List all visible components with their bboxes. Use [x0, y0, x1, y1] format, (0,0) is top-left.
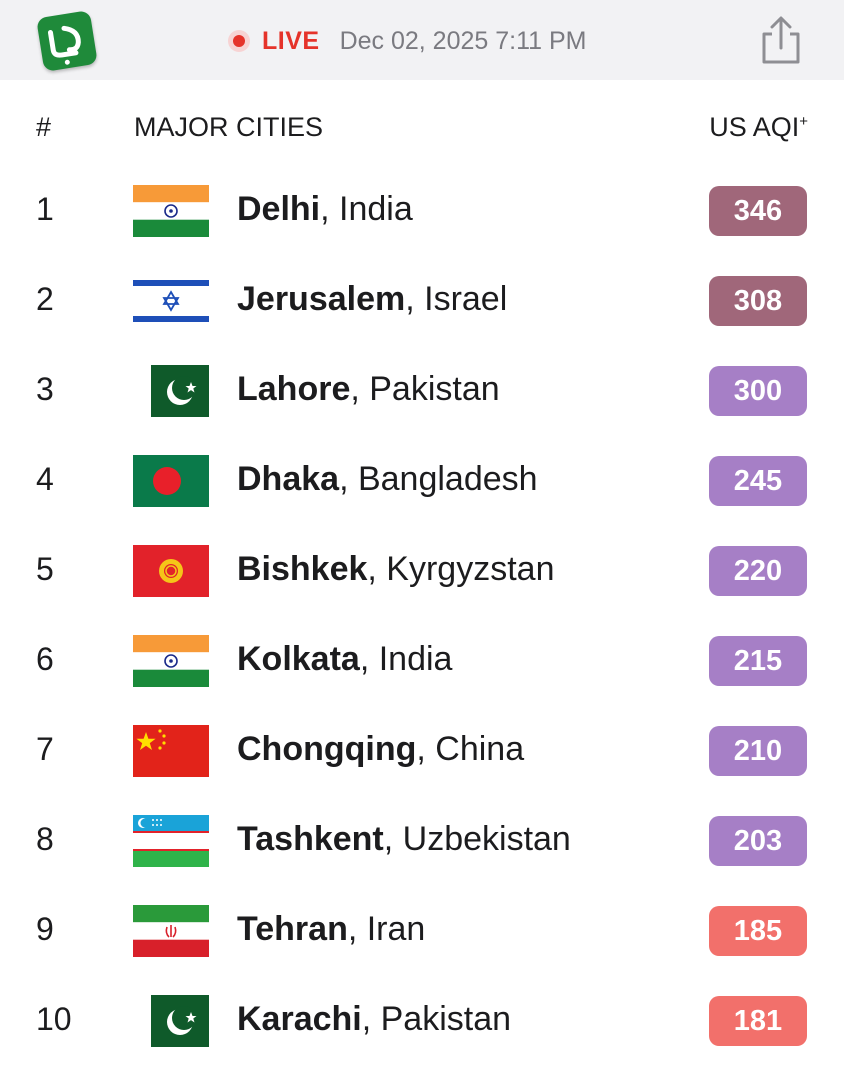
table-row[interactable]: 1 Delhi, India 346 [0, 165, 844, 255]
city-name[interactable]: Tehran, Iran [237, 910, 425, 949]
table-row[interactable]: 6 Kolkata, India 215 [0, 615, 844, 705]
rank-number: 6 [36, 641, 54, 677]
table-row[interactable]: 5 Bishkek, Kyrgyzstan 220 [0, 525, 844, 615]
aqi-badge: 220 [709, 546, 807, 596]
india-flag-icon [133, 185, 209, 237]
india-flag-icon [133, 635, 209, 687]
rank-number: 7 [36, 731, 54, 767]
city-name[interactable]: Kolkata, India [237, 640, 452, 679]
rank-number: 4 [36, 461, 54, 497]
table-row[interactable]: 8 Tashkent, Uzbekistan 203 [0, 795, 844, 885]
aqi-header-sup: + [799, 113, 808, 130]
city-label: Bishkek [237, 550, 368, 588]
table-row[interactable]: 9 Tehran, Iran 185 [0, 885, 844, 975]
country-label: , China [416, 730, 525, 768]
country-label: , Pakistan [361, 1000, 512, 1038]
aqi-badge: 245 [709, 456, 807, 506]
city-label: Tashkent [237, 820, 384, 858]
table-row[interactable]: 10 Karachi, Pakistan 181 [0, 975, 844, 1065]
live-dot-icon [228, 30, 250, 52]
top-bar: LIVE Dec 02, 2025 7:11 PM [0, 0, 844, 80]
rank-number: 9 [36, 911, 54, 947]
aqi-badge: 308 [709, 276, 807, 326]
table-header: # MAJOR CITIES US AQI+ [0, 108, 844, 148]
city-label: Delhi [237, 190, 321, 228]
pakistan-flag-icon [151, 365, 209, 417]
city-label: Lahore [237, 370, 351, 408]
live-label: LIVE [262, 26, 320, 55]
city-label: Chongqing [237, 730, 417, 768]
country-label: , India [359, 640, 453, 678]
aqi-badge: 185 [709, 906, 807, 956]
china-flag-icon [133, 725, 209, 777]
app-logo-icon[interactable] [36, 10, 98, 72]
country-label: , India [320, 190, 413, 228]
country-label: , Pakistan [350, 370, 500, 408]
city-name[interactable]: Dhaka, Bangladesh [237, 460, 538, 499]
city-label: Karachi [237, 1000, 362, 1038]
city-name[interactable]: Lahore, Pakistan [237, 370, 500, 409]
rank-number: 3 [36, 371, 54, 407]
city-name[interactable]: Bishkek, Kyrgyzstan [237, 550, 554, 589]
aqi-badge: 346 [709, 186, 807, 236]
city-name[interactable]: Tashkent, Uzbekistan [237, 820, 571, 859]
rank-number: 10 [36, 1001, 72, 1037]
aqi-header-label: US AQI [709, 112, 800, 142]
rank-column-header: # [36, 112, 52, 142]
table-row[interactable]: 7 Chongqing, China 210 [0, 705, 844, 795]
live-indicator: LIVE Dec 02, 2025 7:11 PM [228, 26, 587, 56]
rank-number: 8 [36, 821, 54, 857]
aqi-badge: 181 [709, 996, 807, 1046]
rank-number: 1 [36, 191, 54, 227]
bangladesh-flag-icon [133, 455, 209, 507]
rank-number: 5 [36, 551, 54, 587]
share-button[interactable] [758, 16, 804, 66]
aqi-badge: 300 [709, 366, 807, 416]
table-row[interactable]: 2 Jerusalem, Israel 308 [0, 255, 844, 345]
city-name[interactable]: Chongqing, China [237, 730, 524, 769]
country-label: , Kyrgyzstan [367, 550, 555, 588]
city-label: Jerusalem [237, 280, 406, 318]
city-column-header: MAJOR CITIES [134, 112, 324, 142]
country-label: , Israel [405, 280, 508, 318]
aqi-badge: 203 [709, 816, 807, 866]
table-row[interactable]: 4 Dhaka, Bangladesh 245 [0, 435, 844, 525]
israel-flag-icon [133, 275, 209, 327]
city-name[interactable]: Karachi, Pakistan [237, 1000, 511, 1039]
aqi-column-header[interactable]: US AQI+ [709, 112, 808, 143]
iran-flag-icon [133, 905, 209, 957]
city-label: Dhaka [237, 460, 340, 498]
kyrgyzstan-flag-icon [133, 545, 209, 597]
aqi-badge: 215 [709, 636, 807, 686]
country-label: , Bangladesh [339, 460, 538, 498]
city-label: Kolkata [237, 640, 360, 678]
country-label: , Iran [347, 910, 426, 948]
city-name[interactable]: Jerusalem, Israel [237, 280, 507, 319]
country-label: , Uzbekistan [383, 820, 571, 858]
share-icon [762, 16, 800, 64]
aqi-badge: 210 [709, 726, 807, 776]
uzbekistan-flag-icon [133, 815, 209, 867]
city-name[interactable]: Delhi, India [237, 190, 413, 229]
city-label: Tehran [237, 910, 348, 948]
table-row[interactable]: 3 Lahore, Pakistan 300 [0, 345, 844, 435]
live-datetime: Dec 02, 2025 7:11 PM [339, 26, 587, 55]
rank-number: 2 [36, 281, 54, 317]
pakistan-flag-icon [151, 995, 209, 1047]
